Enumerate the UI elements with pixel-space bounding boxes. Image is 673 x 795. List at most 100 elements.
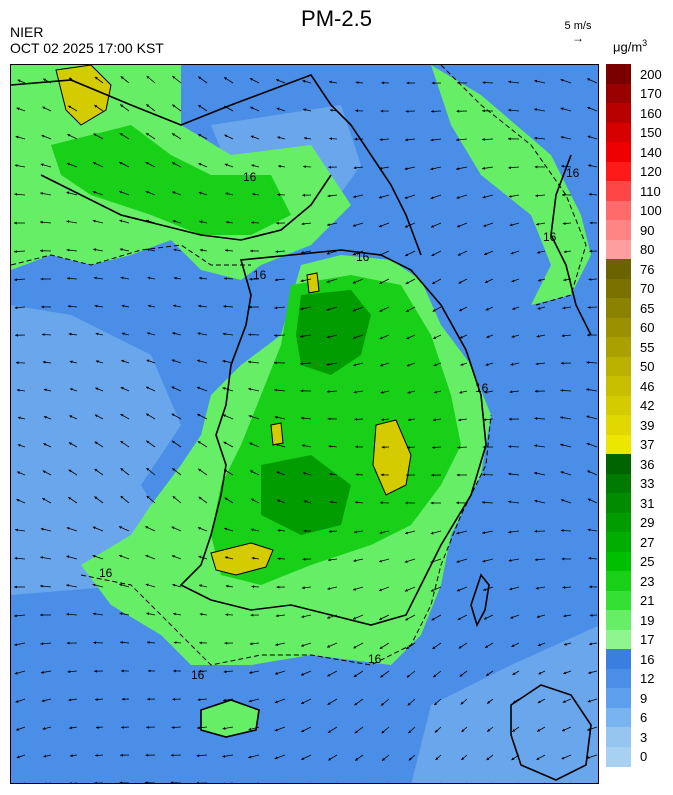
wind-vector-head	[329, 500, 333, 504]
land-east-coast-strip	[431, 65, 591, 305]
wind-vector-head	[508, 195, 512, 198]
wind-vector-head	[406, 473, 409, 477]
wind-vector-head	[404, 588, 408, 592]
contour-16-east	[440, 65, 587, 306]
wind-vector-head	[41, 134, 45, 138]
wind-vector-head	[487, 700, 491, 704]
wind-vector-head	[14, 164, 18, 167]
wind-vector-head	[354, 730, 358, 734]
wind-vector-head	[587, 699, 591, 703]
wind-vector	[544, 782, 545, 783]
unit-base: μg/m	[613, 39, 643, 55]
wind-vector-head	[147, 641, 150, 644]
wind-vector-head	[379, 559, 382, 563]
wind-vector-head	[301, 251, 304, 254]
legend-level-label: 42	[640, 398, 655, 414]
wind-vector-head	[93, 276, 97, 280]
wind-vector-head	[352, 280, 356, 284]
wind-vector	[388, 782, 389, 783]
wind-vector-head	[69, 388, 73, 391]
wind-vector-head	[560, 136, 564, 139]
wind-vector-head	[405, 253, 409, 256]
wind-vector-head	[303, 500, 307, 503]
wind-vector-head	[222, 387, 226, 390]
wind-vector-head	[92, 612, 96, 616]
wind-vector-head	[248, 783, 251, 784]
legend-color-swatch	[606, 746, 631, 767]
legend-color-swatch	[606, 512, 631, 533]
wind-vector-head	[534, 108, 537, 111]
wind-vector-head	[277, 193, 280, 197]
wind-vector-head	[173, 304, 176, 308]
wind-vector-head	[68, 442, 72, 446]
wind-vector-head	[94, 76, 98, 80]
wind-vector-head	[274, 756, 278, 760]
wind-vector-head	[224, 106, 228, 109]
wind-vector-head	[120, 104, 124, 108]
wind-vector-head	[40, 527, 44, 531]
wind-vector-head	[197, 359, 200, 363]
wind-vector-head	[456, 501, 459, 505]
wind-vector-head	[353, 336, 356, 339]
wind-vector-head	[587, 78, 591, 81]
wind-vector-head	[198, 468, 202, 472]
wind-vector-head	[198, 134, 202, 137]
wind-vector-head	[329, 80, 332, 84]
wind-vector-head	[121, 725, 124, 729]
wind-vector-head	[512, 307, 516, 310]
wind-vector-head	[40, 220, 43, 224]
wind-vector-head	[67, 276, 70, 280]
wind-vector-head	[460, 701, 464, 705]
coastline-jeju	[200, 699, 260, 738]
wind-vector-head	[172, 332, 176, 335]
wind-vector-head	[42, 498, 46, 501]
legend-level-label: 9	[640, 690, 648, 706]
wind-vector-head	[249, 442, 253, 446]
wind-vector-head	[329, 109, 333, 112]
wind-vector	[229, 782, 233, 783]
wind-vector-head	[67, 304, 71, 308]
legend-level-label: 6	[640, 710, 648, 726]
wind-vector-head	[173, 669, 176, 673]
wind-vector-head	[432, 646, 436, 649]
wind-vector-head	[433, 418, 436, 422]
land-north-dense	[51, 125, 291, 235]
wind-vector-head	[404, 560, 408, 563]
wind-vector-head	[250, 613, 254, 617]
hotspot-small	[306, 272, 320, 294]
wind-vector-head	[224, 277, 227, 280]
wind-vector-head	[563, 671, 567, 675]
wind-vector-head	[224, 497, 228, 501]
wind-vector-head	[408, 418, 411, 422]
wind-vector-head	[405, 281, 409, 284]
wind-vector-head	[223, 305, 227, 308]
contour-16-south	[80, 414, 492, 666]
wind-vector	[48, 782, 51, 783]
wind-vector-head	[94, 441, 98, 445]
wind-vector-head	[560, 443, 564, 447]
wind-vector-head	[456, 196, 460, 199]
wind-vector-head	[588, 278, 592, 281]
legend-color-swatch	[606, 629, 631, 650]
wind-vector-head	[486, 335, 490, 338]
wind-vector-head	[172, 191, 176, 194]
wind-vector-head	[95, 332, 99, 336]
wind-vector-head	[66, 527, 70, 530]
wind-vector-head	[431, 225, 434, 228]
wind-vector-head	[586, 388, 590, 392]
wind-vector-head	[95, 754, 98, 757]
wind-vector-head	[40, 556, 44, 559]
wind-vector-head	[379, 617, 383, 620]
wind-vector-head	[300, 279, 304, 283]
unit-label: μg/m3	[613, 38, 647, 54]
legend-level-label: 200	[640, 66, 662, 82]
contour-label: 16	[253, 268, 267, 282]
land-high-south	[261, 455, 351, 535]
wind-vector-head	[483, 224, 487, 227]
wind-vector-head	[329, 137, 332, 141]
wind-vector-head	[224, 527, 228, 531]
wind-vector-head	[482, 531, 486, 535]
wind-vector-head	[509, 390, 513, 394]
wind-vector-head	[326, 308, 330, 311]
wind-vector-head	[171, 526, 175, 530]
